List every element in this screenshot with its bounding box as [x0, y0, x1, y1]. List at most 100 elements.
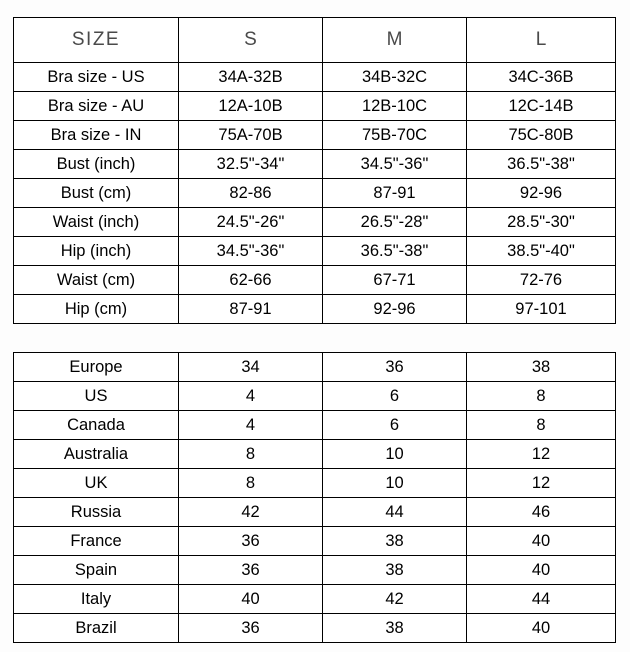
table-row: Bra size - IN 75A-70B 75B-70C 75C-80B: [13, 120, 616, 150]
row-label-cell: Bust (inch): [13, 149, 179, 179]
row-label-cell: Bust (cm): [13, 178, 179, 208]
size-value-cell: 6: [322, 381, 467, 411]
row-label-cell: Hip (inch): [13, 236, 179, 266]
size-value-cell: 8: [466, 381, 616, 411]
size-value-cell: 72-76: [466, 265, 616, 295]
size-value-cell: 87-91: [178, 294, 323, 324]
size-value-cell: 36: [178, 555, 323, 585]
table-row: UK 8 10 12: [13, 468, 616, 498]
size-value-cell: 12B-10C: [322, 91, 467, 121]
size-value-cell: 44: [322, 497, 467, 527]
size-value-cell: 40: [466, 613, 616, 643]
size-value-cell: 36: [178, 526, 323, 556]
table-row: Bust (inch) 32.5"-34" 34.5"-36" 36.5"-38": [13, 149, 616, 179]
size-value-cell: 34B-32C: [322, 62, 467, 92]
size-value-cell: 82-86: [178, 178, 323, 208]
size-value-cell: 10: [322, 468, 467, 498]
size-value-cell: 36.5"-38": [466, 149, 616, 179]
size-value-cell: 40: [466, 526, 616, 556]
size-value-cell: 34.5"-36": [322, 149, 467, 179]
row-label-cell: US: [13, 381, 179, 411]
column-header-m: M: [322, 17, 467, 63]
row-label-cell: Spain: [13, 555, 179, 585]
table-row: Waist (cm) 62-66 67-71 72-76: [13, 265, 616, 295]
size-value-cell: 8: [466, 410, 616, 440]
table-row: Bra size - AU 12A-10B 12B-10C 12C-14B: [13, 91, 616, 121]
size-value-cell: 34A-32B: [178, 62, 323, 92]
table-row: Hip (cm) 87-91 92-96 97-101: [13, 294, 616, 324]
row-label-cell: Hip (cm): [13, 294, 179, 324]
size-value-cell: 92-96: [466, 178, 616, 208]
size-value-cell: 8: [178, 468, 323, 498]
size-value-cell: 38: [322, 613, 467, 643]
table-row: Bra size - US 34A-32B 34B-32C 34C-36B: [13, 62, 616, 92]
size-value-cell: 87-91: [322, 178, 467, 208]
table-row: Canada 4 6 8: [13, 410, 616, 440]
size-value-cell: 44: [466, 584, 616, 614]
table-row: Australia 8 10 12: [13, 439, 616, 469]
country-conversion-table: Europe 34 36 38 US 4 6 8 Canada 4 6 8 Australia 8 10 12…: [13, 352, 616, 643]
size-value-cell: 28.5"-30": [466, 207, 616, 237]
table-row: France 36 38 40: [13, 526, 616, 556]
row-label-cell: Bra size - AU: [13, 91, 179, 121]
size-value-cell: 75B-70C: [322, 120, 467, 150]
size-value-cell: 12: [466, 468, 616, 498]
country-table-body: Europe 34 36 38 US 4 6 8 Canada 4 6 8 Australia 8 10 12…: [13, 352, 616, 643]
size-value-cell: 36: [322, 352, 467, 382]
column-header-l: L: [466, 17, 616, 63]
column-header-size: SIZE: [13, 17, 179, 63]
size-value-cell: 36.5"-38": [322, 236, 467, 266]
size-value-cell: 75A-70B: [178, 120, 323, 150]
size-value-cell: 6: [322, 410, 467, 440]
size-value-cell: 34C-36B: [466, 62, 616, 92]
row-label-cell: Waist (cm): [13, 265, 179, 295]
size-value-cell: 40: [466, 555, 616, 585]
table-row: Italy 40 42 44: [13, 584, 616, 614]
size-value-cell: 38: [466, 352, 616, 382]
row-label-cell: Bra size - IN: [13, 120, 179, 150]
table-row: Waist (inch) 24.5"-26" 26.5"-28" 28.5"-30": [13, 207, 616, 237]
size-value-cell: 24.5"-26": [178, 207, 323, 237]
size-value-cell: 67-71: [322, 265, 467, 295]
size-value-cell: 38.5"-40": [466, 236, 616, 266]
row-label-cell: Waist (inch): [13, 207, 179, 237]
size-value-cell: 97-101: [466, 294, 616, 324]
table-header-row: SIZE S M L: [13, 17, 616, 63]
size-value-cell: 4: [178, 381, 323, 411]
row-label-cell: Russia: [13, 497, 179, 527]
size-value-cell: 40: [178, 584, 323, 614]
size-value-cell: 4: [178, 410, 323, 440]
table-row: Hip (inch) 34.5"-36" 36.5"-38" 38.5"-40": [13, 236, 616, 266]
measurement-size-table: SIZE S M L Bra size - US 34A-32B 34B-32C 34…: [13, 17, 616, 324]
size-value-cell: 62-66: [178, 265, 323, 295]
size-value-cell: 38: [322, 526, 467, 556]
size-value-cell: 26.5"-28": [322, 207, 467, 237]
table-row: US 4 6 8: [13, 381, 616, 411]
size-value-cell: 34: [178, 352, 323, 382]
row-label-cell: Australia: [13, 439, 179, 469]
size-value-cell: 38: [322, 555, 467, 585]
row-label-cell: France: [13, 526, 179, 556]
row-label-cell: Italy: [13, 584, 179, 614]
table-row: Spain 36 38 40: [13, 555, 616, 585]
row-label-cell: Brazil: [13, 613, 179, 643]
row-label-cell: UK: [13, 468, 179, 498]
row-label-cell: Europe: [13, 352, 179, 382]
size-value-cell: 42: [178, 497, 323, 527]
size-value-cell: 42: [322, 584, 467, 614]
table-row: Europe 34 36 38: [13, 352, 616, 382]
row-label-cell: Canada: [13, 410, 179, 440]
size-value-cell: 34.5"-36": [178, 236, 323, 266]
size-value-cell: 12: [466, 439, 616, 469]
size-value-cell: 10: [322, 439, 467, 469]
size-value-cell: 32.5"-34": [178, 149, 323, 179]
table-row: Brazil 36 38 40: [13, 613, 616, 643]
size-value-cell: 92-96: [322, 294, 467, 324]
size-value-cell: 46: [466, 497, 616, 527]
table-row: Russia 42 44 46: [13, 497, 616, 527]
size-value-cell: 12A-10B: [178, 91, 323, 121]
measurement-table-body: Bra size - US 34A-32B 34B-32C 34C-36B Bra si…: [13, 62, 616, 324]
table-row: Bust (cm) 82-86 87-91 92-96: [13, 178, 616, 208]
size-value-cell: 75C-80B: [466, 120, 616, 150]
